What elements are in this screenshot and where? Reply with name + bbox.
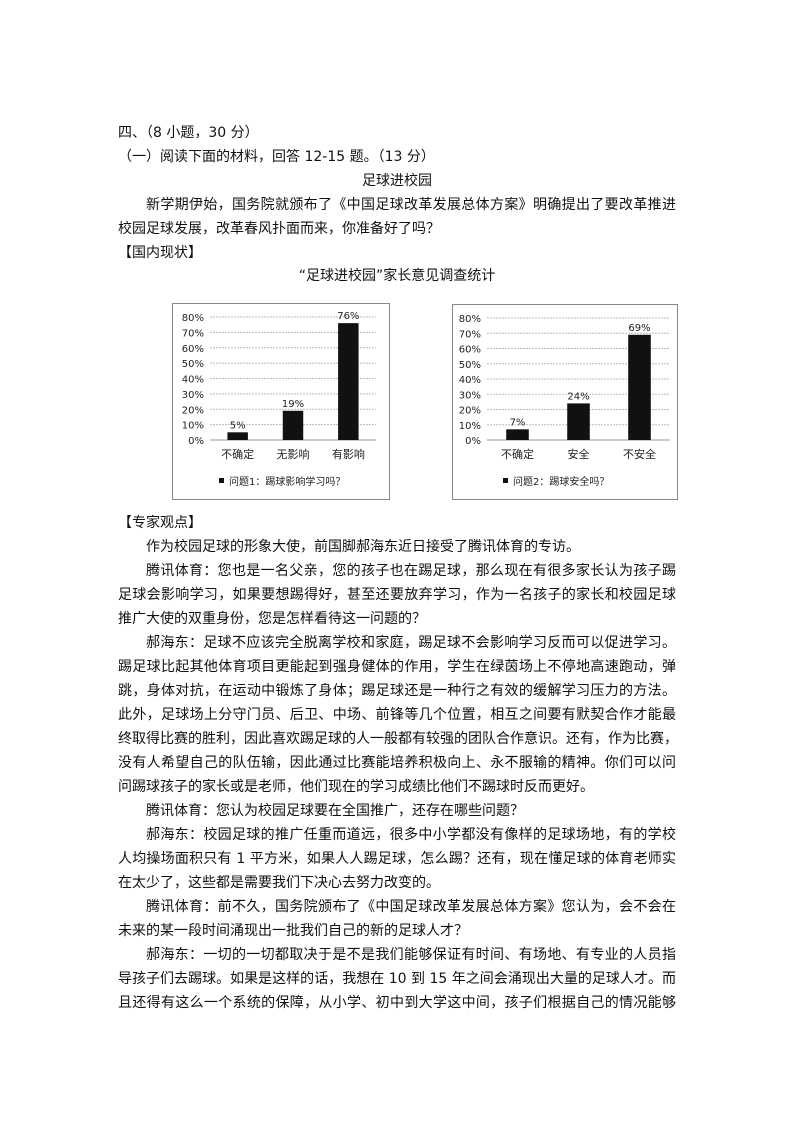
y-tick-label: 80% <box>459 314 481 325</box>
data-label: 76% <box>337 311 359 322</box>
y-tick-label: 30% <box>459 390 481 401</box>
body-line: 跳，身体对抗，在运动中锻炼了身体；踢足球还是一种行之有效的缓解学习压力的方法。 <box>118 683 676 699</box>
category-label: 有影响 <box>332 447 365 461</box>
survey-title: “足球进校园”家长意见调查统计 <box>298 268 496 284</box>
y-tick-label: 0% <box>465 436 481 447</box>
data-label: 24% <box>567 391 589 402</box>
body-line: 且还得有这么一个系统的保障，从小学、初中到大学这中间，孩子们根据自己的情况能够 <box>118 995 676 1011</box>
bar <box>567 403 590 440</box>
y-tick-label: 40% <box>182 375 204 386</box>
y-tick-label: 50% <box>459 360 481 371</box>
y-tick-label: 40% <box>459 375 481 386</box>
category-label: 无影响 <box>277 448 310 461</box>
bar <box>227 432 248 440</box>
y-tick-label: 30% <box>182 390 204 401</box>
y-tick-label: 70% <box>182 328 204 339</box>
y-tick-label: 20% <box>182 405 204 416</box>
body-line: 腾讯体育：您也是一名父亲，您的孩子也在踢足球，那么现在有很多家长认为孩子踢 <box>146 563 676 579</box>
data-label: 5% <box>230 420 246 431</box>
category-label: 不确定 <box>501 447 534 461</box>
data-label: 19% <box>282 399 304 410</box>
intro-line: 新学期伊始，国务院就颁布了《中国足球改革发展总体方案》明确提出了要改革推进 <box>146 197 676 213</box>
body-line: 郝海东：足球不应该完全脱离学校和家庭，踢足球不会影响学习反而可以促进学习。 <box>146 635 676 651</box>
bar <box>628 334 651 440</box>
body-line: 郝海东：一切的一切都取决于是不是我们能够保证有时间、有场地、有专业的人员指 <box>146 947 676 963</box>
legend-swatch <box>219 478 224 483</box>
y-tick-label: 60% <box>182 344 204 355</box>
intro-line: 校园足球发展，改革春风扑面而来，你准备好了吗？ <box>118 221 440 237</box>
body-line: 推广大使的双重身份，您是怎样看待这一问题的？ <box>118 611 426 627</box>
legend-label: 问题1：踢球影响学习吗？ <box>229 475 345 488</box>
chart-question-2: 0% 10% 20% 30% 40% 50% 60% 70% 80% 7% 不确定 24% 安全 69% 不… <box>452 304 678 500</box>
data-label: 7% <box>510 417 526 428</box>
body-line: 终取得比赛的胜利，因此喜欢踢足球的人一般都有较强的团队合作意识。还有，作为比赛， <box>118 731 678 747</box>
y-tick-label: 50% <box>182 359 204 370</box>
body-line: 未来的某一段时间涌现出一批我们自己的新的足球人才？ <box>118 923 468 939</box>
y-tick-label: 20% <box>459 406 481 417</box>
body-line: 足球会影响学习，如果要想踢得好，甚至还要放弃学习，作为一名孩子的家长和校园足球 <box>118 587 676 603</box>
body-line: 腾讯体育：前不久，国务院颁布了《中国足球改革发展总体方案》您认为，会不会在 <box>146 899 676 915</box>
bar <box>338 323 359 440</box>
body-line: 腾讯体育：您认为校园足球要在全国推广，还存在哪些问题？ <box>146 803 524 819</box>
body-line: 在太少了，这些都是需要我们下决心去努力改变的。 <box>118 875 440 891</box>
bar <box>506 429 529 440</box>
body-line: 没有人希望自己的队伍输，因此通过比赛能培养积极向上、永不服输的精神。你们可以问 <box>118 755 676 771</box>
article-title: 足球进校园 <box>362 173 432 189</box>
y-tick-label: 60% <box>459 345 481 356</box>
section-heading: 四、（8 小题，30 分） <box>118 125 259 141</box>
y-tick-label: 10% <box>182 421 204 432</box>
legend-label: 问题2：踢球安全吗？ <box>513 475 609 488</box>
category-label: 安全 <box>568 447 590 461</box>
y-tick-label: 80% <box>182 313 204 324</box>
y-tick-label: 70% <box>459 329 481 340</box>
body-line: 问踢球孩子的家长或是老师，他们现在的学习成绩比他们不踢球时反而更好。 <box>118 779 594 795</box>
chart-question-1: 0% 10% 20% 30% 40% 50% 60% 70% 80% 5% 不确定 19% 无影响 76%… <box>172 303 390 500</box>
body-line: 导孩子们去踢球。如果是这样的话，我想在 10 到 15 年之间会涌现出大量的足球… <box>118 971 676 987</box>
body-line: 踢足球比起其他体育项目更能起到强身健体的作用，学生在绿茵场上不停地高速跑动，弹 <box>118 659 676 675</box>
body-line: 人均操场面积只有 1 平方米，如果人人踢足球，怎么踢？还有，现在懂足球的体育老师… <box>118 851 676 867</box>
body-line: 此外，足球场上分守门员、后卫、中场、前锋等几个位置，相互之间要有默契合作才能最 <box>118 707 676 723</box>
section-expert: 【专家观点】 <box>118 515 202 531</box>
section-domestic: 【国内现状】 <box>118 245 202 261</box>
legend-swatch <box>503 478 508 483</box>
body-line: 作为校园足球的形象大使，前国脚郝海东近日接受了腾讯体育的专访。 <box>146 539 580 555</box>
data-label: 69% <box>628 323 650 334</box>
y-tick-label: 10% <box>459 421 481 432</box>
category-label: 不安全 <box>623 447 656 461</box>
category-label: 不确定 <box>221 447 254 461</box>
part-heading: （一）阅读下面的材料，回答 12-15 题。（13 分） <box>118 149 435 165</box>
y-tick-label: 0% <box>188 436 204 447</box>
bar <box>282 410 304 440</box>
body-line: 郝海东：校园足球的推广任重而道远，很多中小学都没有像样的足球场地，有的学校 <box>146 827 676 843</box>
